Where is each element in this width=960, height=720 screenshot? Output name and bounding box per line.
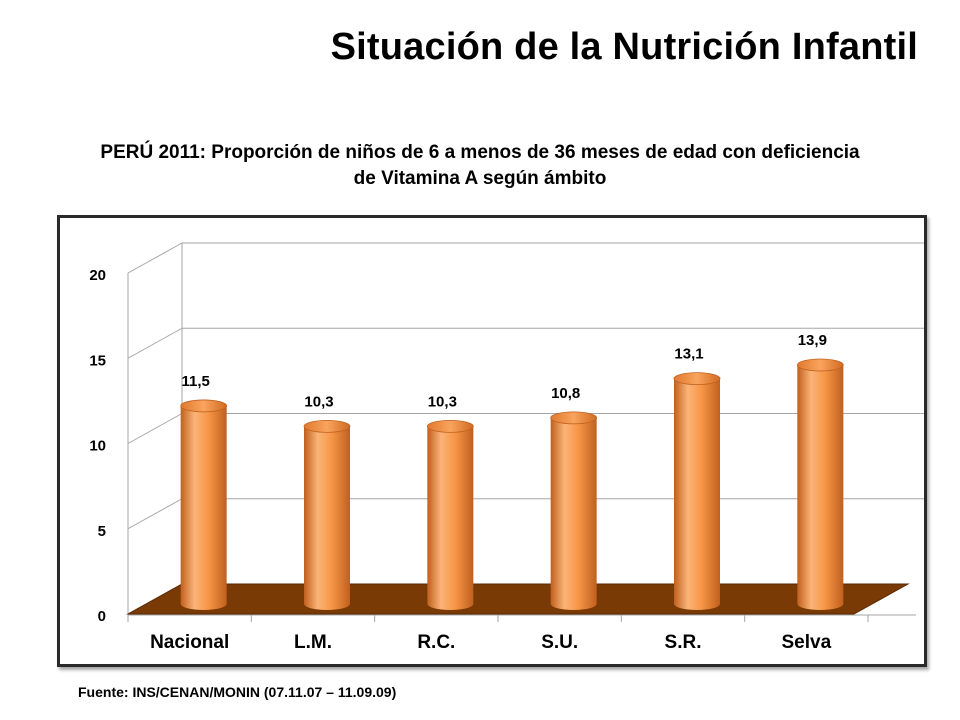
x-tick-label: R.C.: [417, 632, 455, 653]
bar-body: [550, 417, 597, 610]
chart-title-line-1: PERÚ 2011: Proporción de niños de 6 a me…: [100, 142, 860, 163]
chart-title: PERÚ 2011: Proporción de niños de 6 a me…: [40, 140, 920, 192]
bar: [550, 411, 598, 610]
grid-depth-line: [127, 327, 183, 359]
bar-top: [796, 358, 844, 372]
bar-body: [797, 365, 844, 610]
bar-body: [180, 405, 227, 610]
source-note: Fuente: INS/CENAN/MONIN (07.11.07 – 11.0…: [78, 684, 397, 700]
bar-body: [304, 426, 350, 610]
bar-body: [674, 378, 720, 610]
bar-top: [180, 399, 228, 413]
x-tick-label: S.R.: [665, 632, 702, 653]
bar: [180, 399, 228, 610]
bar-top: [303, 419, 351, 433]
grid-depth-line: [127, 242, 183, 274]
bar-top: [426, 419, 474, 433]
x-tick-label: Nacional: [150, 632, 229, 653]
grid-depth-line: [127, 413, 183, 444]
bar-top: [550, 411, 598, 425]
bar: [426, 419, 474, 610]
data-label: 10,3: [428, 393, 457, 410]
data-label: 10,3: [304, 393, 333, 410]
x-tick-label: S.U.: [541, 632, 578, 653]
data-label: 11,5: [181, 373, 209, 390]
bar: [796, 358, 844, 610]
chart-title-line-2: de Vitamina A según ámbito: [353, 168, 607, 189]
bar: [303, 419, 351, 610]
data-label: 13,1: [674, 346, 703, 363]
bar-chart: 0 5 10 15 20 11,5 Nacional 10,3 L.M. 10,3 R.C. 10,8…: [89, 242, 924, 653]
y-tick-label: 0: [98, 608, 106, 625]
bar-top: [673, 372, 721, 386]
slide-title: Situación de la Nutrición Infantil: [330, 26, 918, 68]
x-tick-label: L.M.: [294, 632, 332, 653]
y-tick-label: 10: [89, 438, 106, 455]
y-tick-label: 5: [98, 523, 106, 540]
y-tick-label: 20: [89, 267, 106, 284]
chart-floor: [126, 583, 910, 615]
y-tick-label: 15: [89, 352, 106, 369]
data-label: 10,8: [551, 385, 580, 402]
bar-body: [427, 426, 474, 610]
x-tick-label: Selva: [782, 632, 832, 653]
chart-frame: 0 5 10 15 20 11,5 Nacional 10,3 L.M. 10,3 R.C. 10,8…: [57, 215, 927, 667]
grid-depth-line: [127, 498, 183, 530]
bar: [673, 372, 721, 610]
data-label: 13,9: [798, 332, 827, 349]
